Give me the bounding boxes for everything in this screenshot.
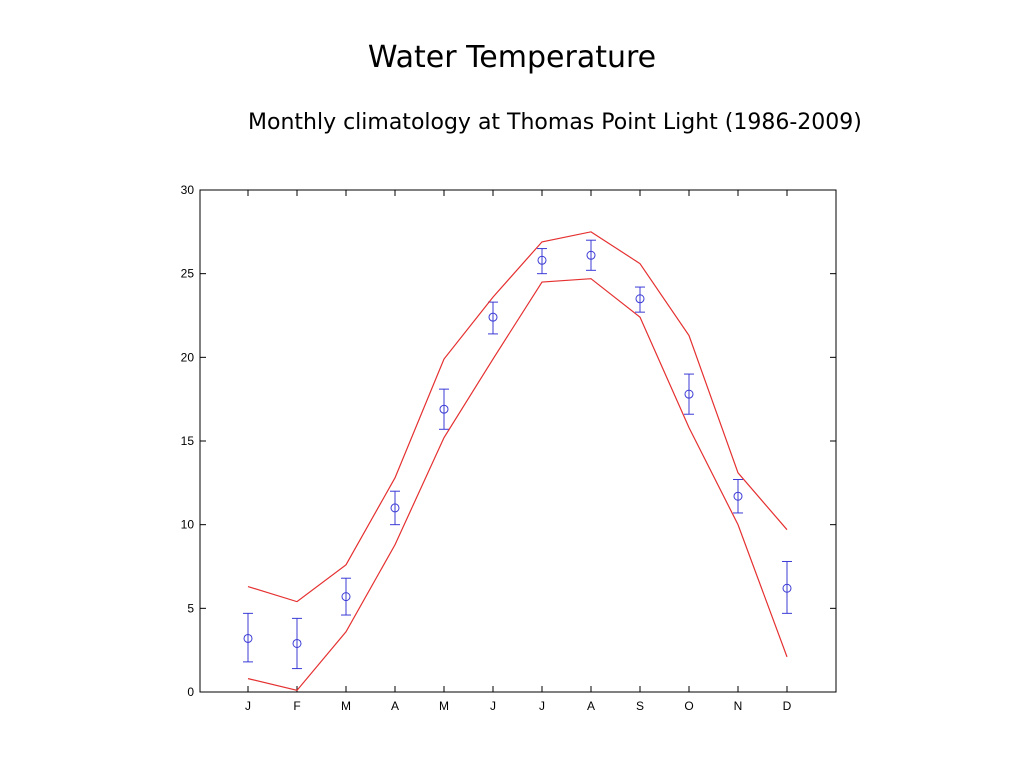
y-tick-label: 0	[187, 685, 194, 699]
x-tick-label: J	[490, 699, 496, 713]
x-tick-label: F	[293, 699, 300, 713]
mean-point	[537, 255, 547, 265]
y-tick-label: 5	[187, 601, 194, 615]
x-tick-label: S	[636, 699, 644, 713]
y-tick-label: 10	[181, 518, 195, 532]
mean-point	[733, 491, 743, 501]
y-tick-label: 20	[181, 350, 195, 364]
y-tick-label: 25	[181, 267, 195, 281]
x-tick-label: M	[439, 699, 449, 713]
mean-point	[439, 404, 449, 414]
envelope-line-2	[247, 278, 788, 691]
x-tick-label: N	[734, 699, 743, 713]
x-tick-label: M	[341, 699, 351, 713]
mean-point	[635, 294, 645, 304]
mean-point	[390, 503, 400, 513]
mean-point	[341, 592, 351, 602]
mean-point	[488, 312, 498, 322]
mean-point	[586, 250, 596, 260]
envelope-line-1	[247, 231, 788, 603]
x-tick-label: A	[587, 699, 595, 713]
y-tick-label: 15	[181, 434, 195, 448]
slide-subtitle: Monthly climatology at Thomas Point Ligh…	[248, 110, 862, 135]
mean-point	[243, 633, 253, 643]
x-tick-label: J	[245, 699, 251, 713]
slide-title: Water Temperature	[367, 40, 657, 75]
plot-area: 0 5 10 15 20 25 30 J F M A M J J A S O N D	[181, 183, 837, 713]
x-tick-label: O	[684, 699, 693, 713]
x-tick-label: A	[391, 699, 399, 713]
y-tick-label: 30	[181, 183, 195, 197]
x-tick-label: J	[539, 699, 545, 713]
axes-box	[199, 189, 837, 693]
x-tick-label: D	[783, 699, 792, 713]
mean-point	[684, 389, 694, 399]
mean-point	[292, 638, 302, 648]
mean-point	[782, 583, 792, 593]
